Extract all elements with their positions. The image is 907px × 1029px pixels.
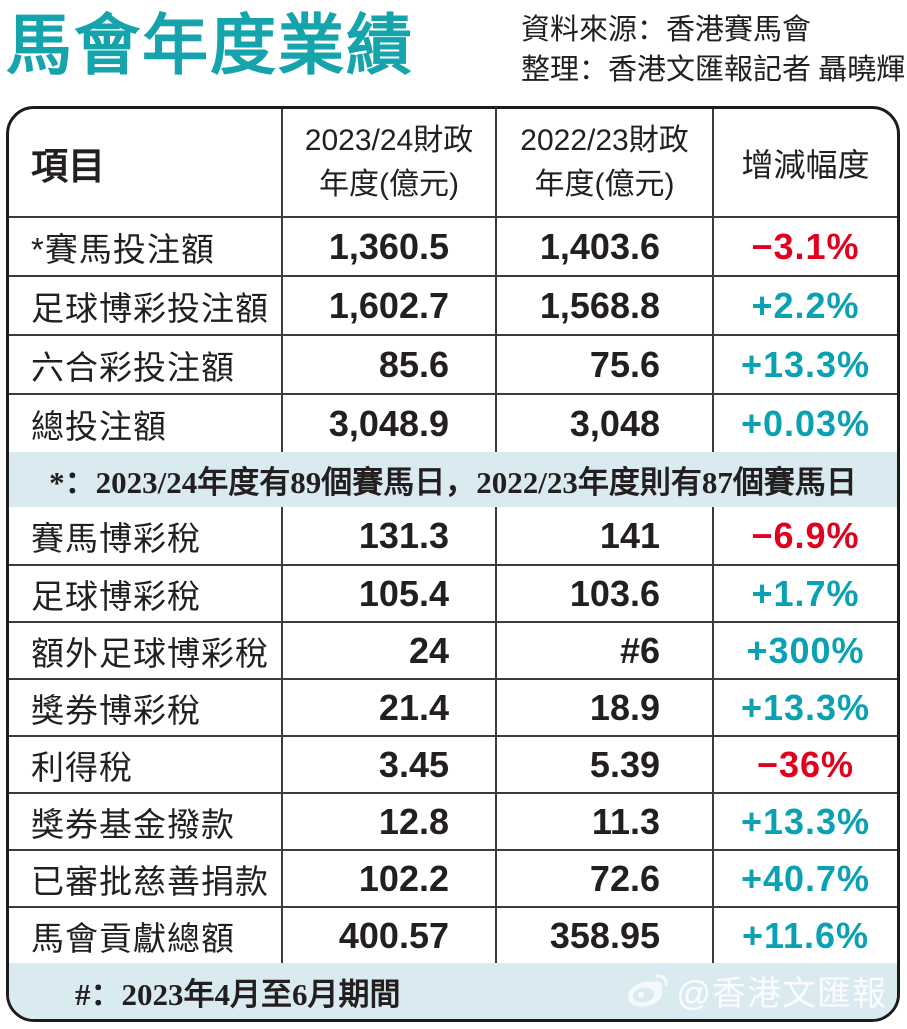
value-fy2024: 1,602.7 (283, 277, 497, 334)
watermark-handle: @香港文匯報 (676, 975, 887, 1013)
change-value: −3.1% (751, 225, 860, 267)
row-label: *賽馬投注額 (9, 218, 283, 275)
weibo-watermark: @香港文匯報 (626, 966, 887, 1015)
table-row: 賽馬博彩稅 131.3 141 −6.9% (9, 507, 897, 564)
row-label: 獎券基金撥款 (9, 794, 283, 849)
value-fy2023: 18.9 (497, 680, 714, 735)
table-row: 足球博彩稅 105.4 103.6 +1.7% (9, 564, 897, 621)
masthead: 馬會年度業績 資料來源：香港賽馬會 整理：香港文匯報記者 聶曉輝 (0, 0, 907, 104)
table-row: 六合彩投注額 85.6 75.6 +13.3% (9, 334, 897, 393)
credit-editor: 整理：香港文匯報記者 聶曉輝 (521, 54, 906, 86)
value-fy2023: #6 (497, 623, 714, 678)
row-label: 足球博彩稅 (9, 566, 283, 621)
change-value: −6.9% (751, 514, 860, 556)
change-value: +300% (746, 629, 865, 671)
row-label: 已審批慈善捐款 (9, 851, 283, 906)
race-days-note: *：2023/24年度有89個賽馬日，2022/23年度則有87個賽馬日 (9, 452, 897, 507)
period-footnote: #：2023年4月至6月期間 (75, 976, 401, 1012)
header-fy2024: 2023/24財政 年度(億元) (283, 109, 497, 216)
value-fy2024: 21.4 (283, 680, 497, 735)
table-row: 利得稅 3.45 5.39 −36% (9, 735, 897, 792)
row-label: 利得稅 (9, 737, 283, 792)
change-value: +0.03% (740, 402, 871, 444)
value-fy2023: 3,048 (497, 395, 714, 452)
change-value: +2.2% (751, 284, 860, 326)
row-label: 獎券博彩稅 (9, 680, 283, 735)
header-fy2023: 2022/23財政 年度(億元) (497, 109, 714, 216)
table-row: 足球博彩投注額 1,602.7 1,568.8 +2.2% (9, 275, 897, 334)
change-value: +11.6% (741, 914, 870, 956)
value-fy2023: 1,568.8 (497, 277, 714, 334)
table-row: 總投注額 3,048.9 3,048 +0.03% (9, 393, 897, 452)
table-row: 馬會貢獻總額 400.57 358.95 +11.6% (9, 906, 897, 963)
value-fy2023: 141 (497, 507, 714, 564)
value-fy2024: 85.6 (283, 336, 497, 393)
value-fy2023: 72.6 (497, 851, 714, 906)
header-change: 增減幅度 (741, 146, 870, 183)
value-fy2023: 1,403.6 (497, 218, 714, 275)
row-label: 總投注額 (9, 395, 283, 452)
change-value: +13.3% (740, 686, 871, 728)
row-label: 馬會貢獻總額 (9, 908, 283, 963)
value-fy2024: 105.4 (283, 566, 497, 621)
header-item: 項目 (9, 109, 283, 216)
change-value: +13.3% (740, 800, 871, 842)
value-fy2023: 11.3 (497, 794, 714, 849)
value-fy2024: 400.57 (283, 908, 497, 963)
value-fy2024: 102.2 (283, 851, 497, 906)
table-row: *賽馬投注額 1,360.5 1,403.6 −3.1% (9, 216, 897, 275)
row-label: 額外足球博彩稅 (9, 623, 283, 678)
change-value: +13.3% (740, 343, 871, 385)
credit-source: 資料來源：香港賽馬會 (521, 14, 812, 46)
weibo-icon (628, 973, 669, 1007)
value-fy2024: 3,048.9 (283, 395, 497, 452)
table-row: 獎券基金撥款 12.8 11.3 +13.3% (9, 792, 897, 849)
table-row: 獎券博彩稅 21.4 18.9 +13.3% (9, 678, 897, 735)
credits: 資料來源：香港賽馬會 整理：香港文匯報記者 聶曉輝 (521, 10, 906, 90)
row-label: 賽馬博彩稅 (9, 507, 283, 564)
value-fy2024: 12.8 (283, 794, 497, 849)
page-title: 馬會年度業績 (6, 8, 414, 82)
value-fy2023: 75.6 (497, 336, 714, 393)
row-label: 六合彩投注額 (9, 336, 283, 393)
value-fy2023: 103.6 (497, 566, 714, 621)
value-fy2024: 24 (283, 623, 497, 678)
table-header-row: 項目 2023/24財政 年度(億元) 2022/23財政 年度(億元) 增減幅… (9, 109, 897, 216)
change-value: +1.7% (751, 572, 860, 614)
period-footnote-band: #：2023年4月至6月期間 @香港文匯報 (9, 963, 897, 1019)
row-label: 足球博彩投注額 (9, 277, 283, 334)
value-fy2024: 131.3 (283, 507, 497, 564)
value-fy2023: 358.95 (497, 908, 714, 963)
change-value: +40.7% (740, 857, 871, 899)
value-fy2023: 5.39 (497, 737, 714, 792)
value-fy2024: 3.45 (283, 737, 497, 792)
table-row: 額外足球博彩稅 24 #6 +300% (9, 621, 897, 678)
table-row: 已審批慈善捐款 102.2 72.6 +40.7% (9, 849, 897, 906)
value-fy2024: 1,360.5 (283, 218, 497, 275)
results-table: 項目 2023/24財政 年度(億元) 2022/23財政 年度(億元) 增減幅… (6, 106, 900, 1022)
change-value: −36% (756, 743, 855, 785)
